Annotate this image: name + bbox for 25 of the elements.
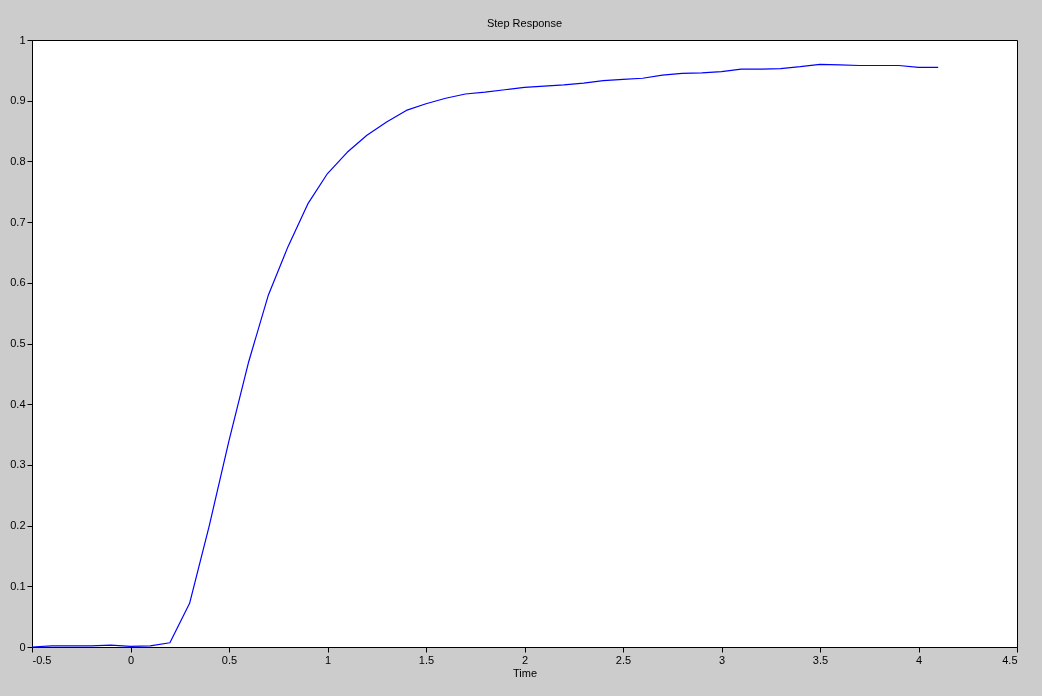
x-tick-label: 1 <box>324 653 332 666</box>
x-axis-title: Time <box>512 666 538 679</box>
y-tick-label: 0.1 <box>10 579 26 592</box>
x-tick-label: 1.5 <box>418 653 435 666</box>
x-tick-label: -0.5 <box>32 653 52 666</box>
x-tick-label: 0.5 <box>221 653 238 666</box>
x-tick-label: 2.5 <box>615 653 632 666</box>
y-tick-label: 0.2 <box>10 519 26 532</box>
x-tick-label: 0 <box>127 653 135 666</box>
x-tick-label: 4 <box>915 653 923 666</box>
y-tick-label: 0.6 <box>10 276 26 289</box>
y-tick-label: 0.7 <box>10 215 26 228</box>
y-tick-label: 0.5 <box>10 337 26 349</box>
y-tick-label: 0.3 <box>10 458 26 471</box>
x-tick-label: 4.5 <box>1002 653 1018 666</box>
y-tick-label: 0 <box>19 640 26 653</box>
chart-title: Step Response <box>486 17 563 29</box>
y-tick-label: 0.9 <box>10 94 26 107</box>
x-tick-label: 3.5 <box>812 653 829 666</box>
x-tick-label: 2 <box>521 653 529 666</box>
line-series <box>31 63 939 648</box>
y-tick-label: 1 <box>19 33 26 46</box>
x-tick-label: 3 <box>718 653 726 666</box>
y-tick-label: 0.4 <box>10 397 26 410</box>
y-tick-label: 0.8 <box>10 154 26 167</box>
